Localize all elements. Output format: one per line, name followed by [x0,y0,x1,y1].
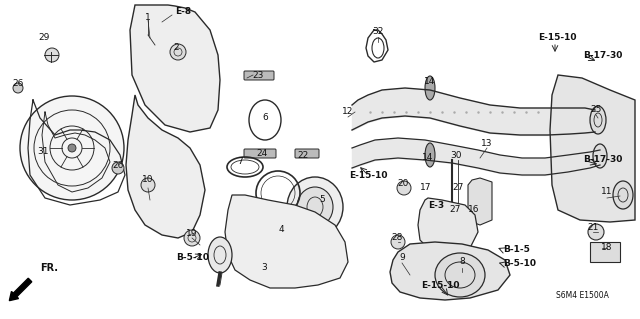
Text: 26: 26 [12,78,24,87]
Ellipse shape [287,177,343,237]
Text: 9: 9 [399,254,405,263]
Text: 24: 24 [257,149,268,158]
Text: 12: 12 [342,108,354,116]
Ellipse shape [425,76,435,100]
Text: B-5-10: B-5-10 [177,254,209,263]
Text: 5: 5 [319,196,325,204]
Polygon shape [225,195,348,288]
Ellipse shape [20,96,124,200]
Ellipse shape [68,144,76,152]
Text: E-8: E-8 [175,8,191,17]
Text: 26: 26 [112,160,124,169]
Polygon shape [468,178,492,225]
FancyArrow shape [10,278,32,300]
Ellipse shape [397,181,411,195]
Text: E-15-10: E-15-10 [420,280,460,290]
Text: 13: 13 [481,138,493,147]
Text: 6: 6 [262,114,268,122]
Polygon shape [130,5,220,132]
Text: E-15-10: E-15-10 [349,170,387,180]
Polygon shape [418,198,478,255]
Text: 21: 21 [588,224,598,233]
Text: 30: 30 [451,151,461,160]
Text: 18: 18 [601,243,612,253]
Text: 17: 17 [420,183,432,192]
Ellipse shape [435,253,485,297]
Text: 10: 10 [142,175,154,184]
Text: 14: 14 [424,78,436,86]
Text: 27: 27 [452,183,464,192]
Text: 2: 2 [173,43,179,53]
Ellipse shape [594,143,606,167]
Ellipse shape [141,178,155,192]
Text: 7: 7 [237,158,243,167]
Text: E-15-10: E-15-10 [538,33,577,42]
Text: B-1-5: B-1-5 [503,246,530,255]
Text: 29: 29 [38,33,50,42]
Text: 1: 1 [145,13,151,23]
Text: B-17-30: B-17-30 [583,50,622,60]
Text: 11: 11 [601,188,612,197]
Ellipse shape [593,144,607,168]
Text: 19: 19 [186,228,198,238]
Text: FR.: FR. [40,263,58,273]
Bar [590,242,620,262]
Text: E-3: E-3 [428,201,444,210]
Ellipse shape [592,106,604,134]
Text: 23: 23 [252,70,264,79]
Text: 16: 16 [468,205,480,214]
Ellipse shape [45,48,59,62]
Text: 31: 31 [37,147,49,157]
Ellipse shape [588,224,604,240]
Text: B-5-10: B-5-10 [503,259,536,269]
Text: 3: 3 [261,263,267,271]
Text: 25: 25 [590,106,602,115]
Text: 4: 4 [278,226,284,234]
Text: 8: 8 [459,257,465,266]
Ellipse shape [590,106,606,134]
Ellipse shape [391,235,405,249]
FancyBboxPatch shape [244,71,274,80]
Ellipse shape [425,143,435,167]
FancyBboxPatch shape [244,149,276,158]
Ellipse shape [13,83,23,93]
Ellipse shape [613,181,633,209]
FancyBboxPatch shape [295,149,319,158]
Text: B-17-30: B-17-30 [583,155,622,165]
Text: 14: 14 [422,153,434,162]
FancyBboxPatch shape [26,149,84,160]
Ellipse shape [208,237,232,273]
Text: S6M4 E1500A: S6M4 E1500A [556,291,609,300]
Polygon shape [390,242,510,300]
Polygon shape [550,75,635,222]
Ellipse shape [297,187,333,227]
Text: 22: 22 [298,151,308,160]
Ellipse shape [170,44,186,60]
Polygon shape [126,95,205,238]
Ellipse shape [184,230,200,246]
Ellipse shape [112,162,124,174]
Text: 20: 20 [397,179,409,188]
Text: 28: 28 [391,234,403,242]
Text: 27: 27 [449,205,461,214]
Text: 32: 32 [372,27,384,36]
